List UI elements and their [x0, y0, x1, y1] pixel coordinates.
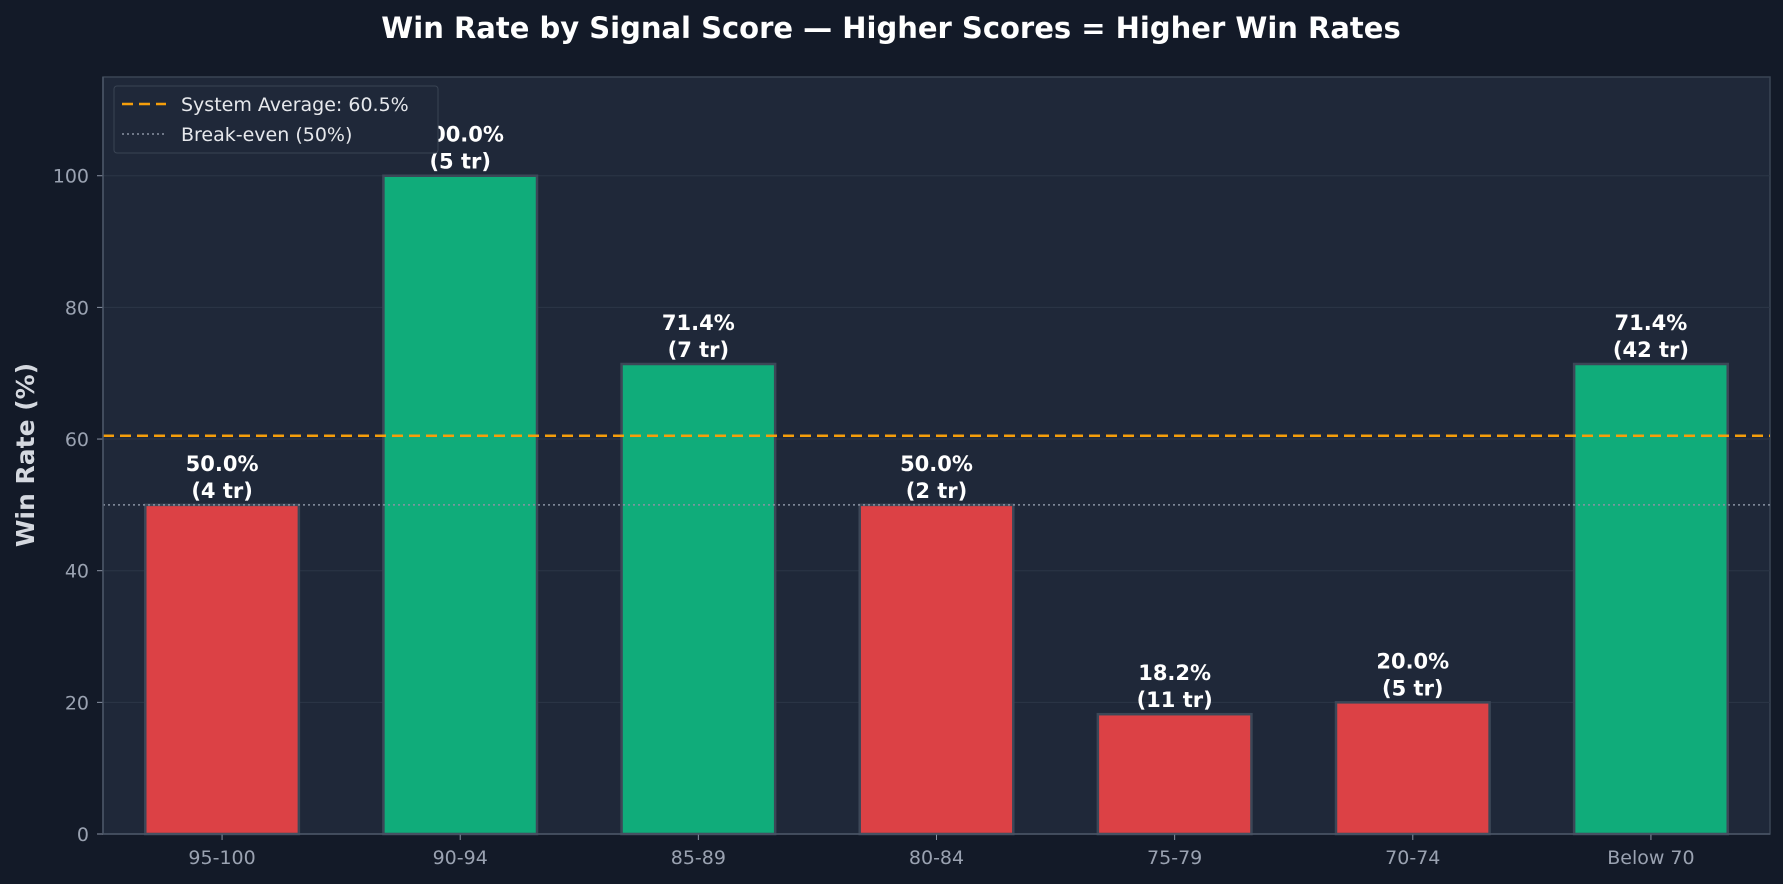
y-tick-label: 60	[65, 429, 89, 451]
axes: 0 20 40 60 80 100 95-100 90-94 85-89 80-84 75-79 70…	[53, 77, 1770, 869]
y-tick-label: 0	[77, 824, 89, 846]
y-tick-label: 100	[53, 166, 89, 188]
y-tick-label: 20	[65, 692, 89, 714]
x-tick-label: 70-74	[1385, 847, 1440, 869]
bar-trades-label: (5 tr)	[429, 150, 491, 174]
bar-rate-label: 50.0%	[900, 452, 973, 476]
chart-title: Win Rate by Signal Score — Higher Scores…	[381, 11, 1400, 45]
bar-trades-label: (4 tr)	[191, 479, 253, 503]
x-tick-label: 80-84	[909, 847, 964, 869]
y-tick-label: 40	[65, 561, 89, 583]
bar	[858, 503, 1015, 836]
bar-rate-label: 20.0%	[1376, 649, 1449, 673]
bar	[1572, 362, 1729, 836]
bar-trades-label: (7 tr)	[668, 338, 730, 362]
bar	[620, 362, 777, 836]
x-tick-label: 90-94	[433, 847, 488, 869]
bar-rate-label: 71.4%	[662, 311, 735, 335]
bar	[144, 503, 301, 836]
bar-trades-label: (42 tr)	[1613, 338, 1689, 362]
bar-trades-label: (2 tr)	[906, 479, 968, 503]
bar-rate-label: 71.4%	[1614, 311, 1687, 335]
bar	[1096, 712, 1253, 836]
reference-lines	[103, 434, 1770, 506]
legend-label-break-even: Break-even (50%)	[181, 124, 352, 146]
legend-box	[113, 85, 439, 154]
y-axis-label: Win Rate (%)	[11, 363, 40, 547]
x-tick-label: 85-89	[671, 847, 726, 869]
bar	[1334, 701, 1491, 836]
x-tick-label: Below 70	[1607, 847, 1694, 869]
x-tick-label: 95-100	[188, 847, 255, 869]
bar-trades-label: (11 tr)	[1137, 688, 1213, 712]
bar-trades-label: (5 tr)	[1382, 676, 1444, 700]
bar-rate-label: 50.0%	[186, 452, 259, 476]
bar-rate-label: 18.2%	[1138, 661, 1211, 685]
legend-label-system-average: System Average: 60.5%	[181, 94, 409, 116]
y-tick-label: 80	[65, 297, 89, 319]
x-tick-label: 75-79	[1147, 847, 1202, 869]
legend: System Average: 60.5% Break-even (50%)	[113, 85, 439, 154]
